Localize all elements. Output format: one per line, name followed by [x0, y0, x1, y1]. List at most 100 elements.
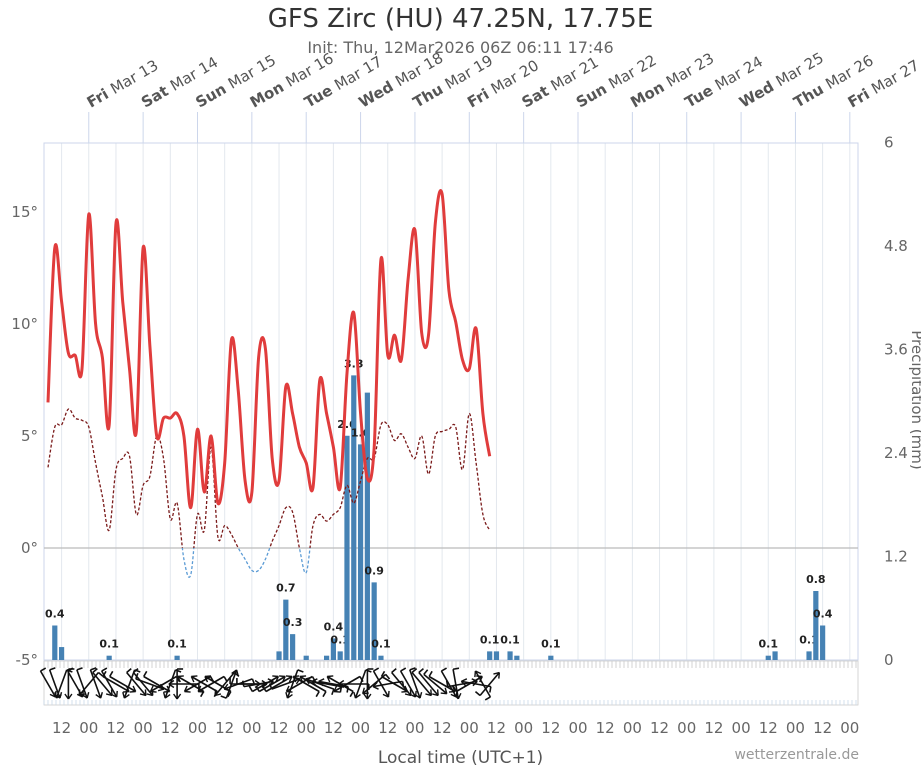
x-axis-tick: 12: [704, 719, 723, 737]
x-axis-tick: 12: [487, 719, 506, 737]
precip-bar-label: 0.4: [324, 620, 344, 633]
dewpoint-line-subzero: [181, 548, 311, 578]
wind-barb: [292, 675, 320, 698]
x-axis-tick: 12: [541, 719, 560, 737]
wind-barb: [418, 668, 439, 697]
precip-axis-tick: 3.6: [884, 341, 908, 359]
x-axis-tick: 12: [215, 719, 234, 737]
precip-bar: [58, 647, 65, 660]
precip-bar: [813, 591, 819, 660]
precip-axis-tick: 6: [884, 134, 894, 152]
x-axis-tick: 12: [324, 719, 343, 737]
wind-barb: [380, 670, 409, 693]
wind-barb: [460, 678, 492, 693]
precip-bar: [548, 655, 554, 660]
wind-barb: [474, 671, 501, 697]
precip-axis-tick: 2.4: [884, 444, 908, 462]
x-axis-tick: 12: [52, 719, 71, 737]
precip-bar: [378, 655, 384, 660]
precip-bar: [371, 582, 377, 660]
wind-barb: [326, 675, 354, 698]
precip-bar: [337, 651, 343, 660]
x-axis-tick: 00: [351, 719, 370, 737]
precip-bar: [330, 638, 336, 660]
x-axis-tick: 00: [405, 719, 424, 737]
precip-bar-label: 0.1: [759, 638, 779, 651]
x-axis-tick: 12: [596, 719, 615, 737]
x-axis-tick: 12: [759, 719, 778, 737]
wind-barb: [452, 667, 462, 700]
wind-barb: [474, 670, 492, 701]
credit-label: wetterzentrale.de: [734, 747, 859, 763]
precip-bar-label: 0.1: [99, 638, 119, 651]
precip-bar: [290, 634, 296, 660]
precip-bar-label: 0.1: [500, 633, 520, 646]
chart-title: GFS Zirc (HU) 47.25N, 17.75E: [267, 4, 654, 34]
x-axis-tick: 12: [106, 719, 125, 737]
precip-bar: [106, 655, 112, 660]
precip-bar: [276, 651, 282, 660]
x-axis-tick: 00: [677, 719, 696, 737]
x-axis-tick: 12: [378, 719, 397, 737]
wind-barb: [305, 676, 335, 696]
precip-bar: [52, 625, 58, 660]
precip-bar: [323, 655, 330, 660]
precip-bar: [351, 375, 357, 660]
chart-subtitle: Init: Thu, 12Mar2026 06Z 06:11 17:46: [307, 38, 614, 57]
precip-bar-label: 0.4: [813, 608, 833, 621]
wind-barb: [109, 670, 137, 693]
x-axis-tick: 12: [813, 719, 832, 737]
precip-bar: [357, 444, 364, 660]
x-axis-tick: 00: [568, 719, 587, 737]
wind-barb: [363, 668, 374, 700]
temp-axis-tick: 5°: [21, 427, 38, 445]
x-axis-tick: 12: [161, 719, 180, 737]
precip-bar: [364, 392, 370, 660]
wind-barb: [409, 667, 423, 699]
temp-axis-tick: 10°: [11, 315, 38, 333]
x-axis-tick: 00: [732, 719, 751, 737]
precip-bar-label: 0.4: [45, 608, 65, 621]
wind-barb: [423, 669, 448, 695]
x-axis-tick: 00: [297, 719, 316, 737]
wind-barb: [89, 667, 103, 699]
temperature-line: [46, 189, 492, 510]
wind-barb: [64, 668, 75, 700]
temp-axis-tick: -5°: [16, 651, 38, 669]
temp-axis-tick: 0°: [21, 539, 38, 557]
x-axis-title: Local time (UTC+1): [377, 748, 544, 768]
precip-bar: [303, 655, 309, 660]
x-axis-tick: 12: [650, 719, 669, 737]
dewpoint-line: [47, 408, 491, 548]
wind-barb: [411, 668, 433, 697]
precip-bar: [765, 655, 771, 660]
precip-bar-label: 0.9: [364, 564, 384, 577]
precip-bar-label: 0.7: [276, 582, 296, 595]
wind-barb: [285, 669, 304, 699]
precip-bar: [174, 655, 180, 660]
precip-bar-label: 0.1: [541, 638, 561, 651]
precip-bar: [507, 651, 513, 660]
precip-bar: [283, 599, 289, 660]
x-axis-tick: 00: [242, 719, 261, 737]
x-axis-tick: 00: [840, 719, 859, 737]
precip-bar: [344, 435, 350, 660]
precip-axis-tick: 1.2: [884, 548, 908, 566]
x-axis-tick: 00: [460, 719, 479, 737]
x-axis-tick: 00: [514, 719, 533, 737]
x-axis-tick: 00: [188, 719, 207, 737]
precip-bar-label: 0.1: [480, 633, 500, 646]
precip-bar-label: 0.3: [283, 616, 303, 629]
wind-barb: [299, 675, 327, 698]
precip-bar: [493, 651, 500, 660]
x-axis-tick: 00: [79, 719, 98, 737]
wind-barb: [391, 668, 412, 697]
wind-barb: [338, 679, 370, 690]
precip-bar-label: 0.1: [371, 638, 391, 651]
precip-bar-label: 0.8: [806, 573, 826, 586]
precip-axis-title: Precipitation (mm): [908, 330, 921, 469]
precip-bar: [514, 655, 520, 660]
x-axis-tick: 12: [269, 719, 288, 737]
x-axis-tick: 12: [433, 719, 452, 737]
